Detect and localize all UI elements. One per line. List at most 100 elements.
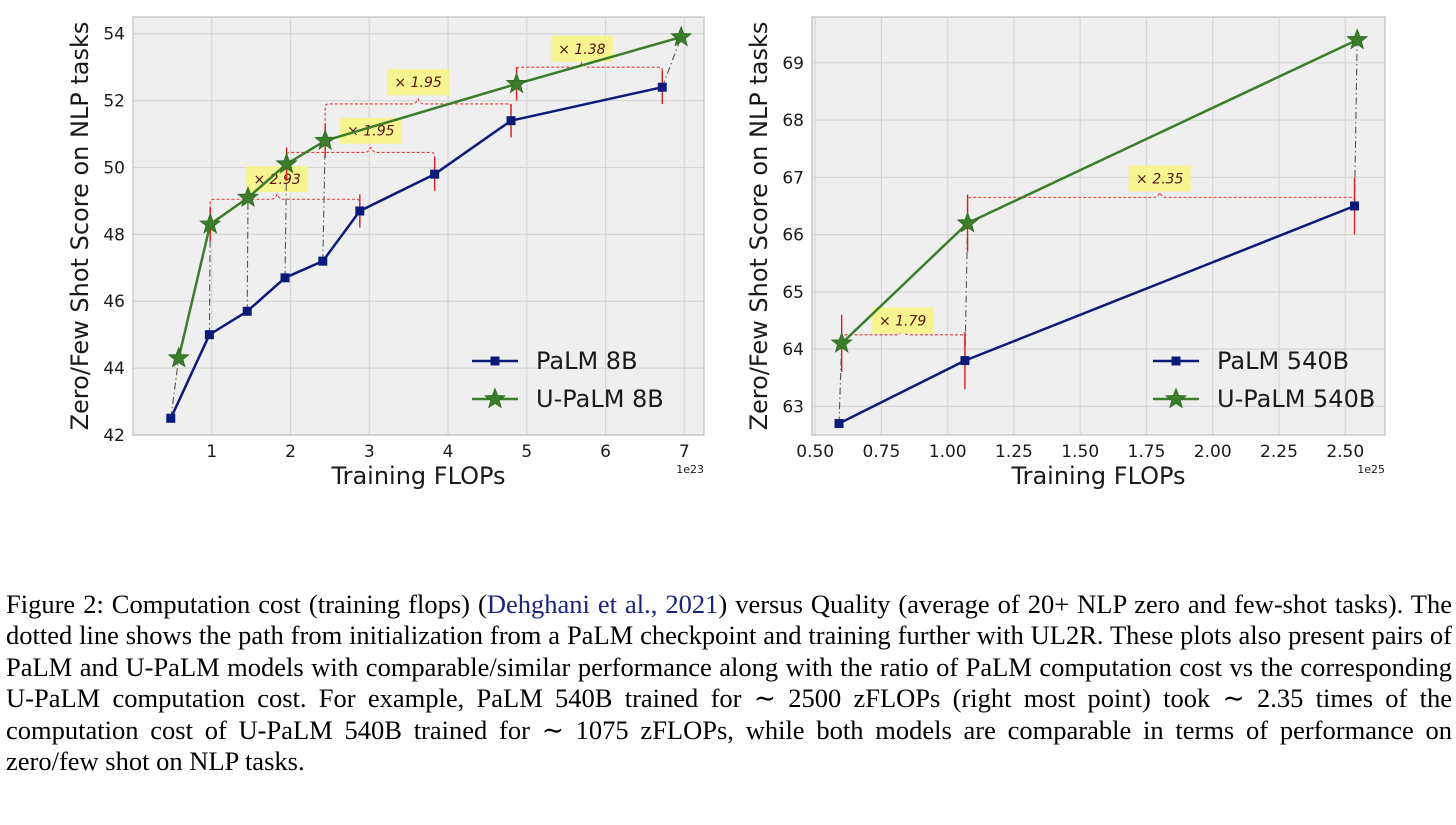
chart-1-init-path-line <box>322 140 326 262</box>
chart-2-ratio-bracket-path <box>967 190 1356 224</box>
chart-2-x-tick-label: 2.50 <box>1326 442 1364 462</box>
chart-2-x-tick-label: 2.00 <box>1194 442 1232 462</box>
caption-body: ) versus Quality (average of 20+ NLP zer… <box>6 588 1453 777</box>
chart-1-y-tick-label: 50 <box>103 158 125 178</box>
chart-1-y-tick-label: 48 <box>103 225 125 245</box>
chart-1-series-palm-8b <box>166 70 667 423</box>
chart-1-series-u-palm-8b <box>167 25 693 368</box>
chart-2-series-palm-540b-point <box>834 419 844 429</box>
chart-1-legend-label: PaLM 8B <box>536 347 638 375</box>
chart-1-x-exponent-label: 1e23 <box>676 463 704 476</box>
figure: 1 2 3 4 5 6 7 42 44 46 48 50 52 54 Training FLOPs Zero/… <box>66 16 1386 490</box>
chart-1-x-tick-label: 5 <box>521 442 532 462</box>
chart-1-x-tick-label: 7 <box>679 442 690 462</box>
chart-2-y-tick-label: 66 <box>782 226 804 246</box>
chart-1-y-tick-label: 42 <box>103 426 125 446</box>
chart-1-legend-label: U-PaLM 8B <box>536 385 664 413</box>
chart-1-init-path-line <box>208 224 211 335</box>
chart-1-series-palm-8b-point <box>430 169 440 179</box>
chart-1-x-tick-label: 1 <box>206 442 217 462</box>
chart-2-ratio-label: × 2.35 <box>1136 171 1183 187</box>
chart-2-ratio-box <box>1128 165 1191 192</box>
chart-1-init-path-line <box>284 164 288 278</box>
chart-1-series-palm-8b-point <box>657 82 667 92</box>
chart-1-series-palm-8b-point <box>318 256 328 266</box>
chart-1-series-u-palm-8b-point <box>199 212 222 234</box>
chart-1-ratio-box <box>387 69 450 96</box>
chart-1-series-u-palm-8b-point <box>505 72 528 94</box>
chart-1-series-u-palm-8b-point <box>670 25 693 47</box>
chart-2-y-tick-label: 68 <box>782 111 804 131</box>
chart-1-x-tick-label: 4 <box>443 442 454 462</box>
chart-1-plot-frame <box>132 16 705 436</box>
chart-1-ratio-bracket-path <box>286 145 436 175</box>
chart-2-x-tick-label: 0.75 <box>863 442 901 462</box>
chart-2-y-axis-label: Zero/Few Shot Score on NLP tasks <box>745 22 773 431</box>
chart-2-plot-frame <box>811 16 1386 436</box>
chart-2-series-u-palm-540b <box>830 28 1369 373</box>
citation-separator: , <box>650 588 666 619</box>
figure-caption: Figure 2: Computation cost (training flo… <box>6 589 1452 778</box>
chart-1-ratio-box <box>550 35 613 62</box>
chart-2-ratio-bracket: × 1.79 <box>841 307 966 361</box>
chart-1-series-palm-8b-point <box>280 273 290 283</box>
chart-2-init-path-line <box>964 223 969 361</box>
chart-1-y-tick-label: 46 <box>103 292 125 312</box>
chart-2-ratio-label: × 1.79 <box>879 313 926 329</box>
chart-1-x-axis-label: Training FLOPs <box>330 462 505 490</box>
chart-1-ratio-label: × 1.95 <box>394 75 441 91</box>
chart-2-y-tick-label: 67 <box>782 168 804 188</box>
chart-2-series-palm-540b <box>834 177 1360 429</box>
chart-1-ratio-box <box>246 166 309 193</box>
chart-2-legend: PaLM 540B U-PaLM 540B <box>1153 347 1375 413</box>
chart-2-y-tick-label: 64 <box>782 340 804 360</box>
chart-2-x-tick-label: 1.75 <box>1128 442 1166 462</box>
chart-1-ratio-bracket-path <box>209 192 361 225</box>
chart-2-y-tick-label: 69 <box>782 54 804 74</box>
chart-1-ratio-bracket-path <box>324 97 512 141</box>
chart-2-init-path-line <box>838 343 843 424</box>
chart-2-x-tick-label: 1.00 <box>929 442 967 462</box>
chart-1-y-axis-label: Zero/Few Shot Score on NLP tasks <box>66 22 94 431</box>
chart-2-legend-label: U-PaLM 540B <box>1217 385 1375 413</box>
chart-2-y-tick-label: 63 <box>782 397 804 417</box>
chart-1-legend: PaLM 8B U-PaLM 8B <box>472 347 664 413</box>
chart-2-series-u-palm-540b-point <box>830 331 853 353</box>
chart-1: 1 2 3 4 5 6 7 42 44 46 48 50 52 54 Training FLOPs Zero/… <box>66 16 705 490</box>
chart-2-legend-label: PaLM 540B <box>1217 347 1349 375</box>
chart-1-series-u-palm-8b-point <box>314 129 337 151</box>
chart-1-init-path-line <box>661 36 682 88</box>
chart-1-series-palm-8b-point <box>355 206 365 216</box>
citation-link[interactable]: Dehghani et al., 2021 <box>487 589 719 619</box>
chart-2-x-tick-label: 0.50 <box>796 442 834 462</box>
chart-2-y-tick-label: 65 <box>782 283 804 303</box>
chart-1-y-tick-label: 52 <box>103 92 125 112</box>
chart-2: 0.50 0.75 1.00 1.25 1.50 1.75 2.00 2.25 2.50 63 64… <box>745 16 1386 490</box>
chart-1-y-tick-label: 54 <box>103 25 125 45</box>
chart-1-legend-marker <box>483 387 507 409</box>
chart-1-ratio-bracket-path <box>516 60 663 88</box>
chart-2-x-tick-label: 1.50 <box>1061 442 1099 462</box>
chart-2-init-path-line <box>1353 39 1358 206</box>
chart-2-series-palm-540b-point <box>1350 201 1360 211</box>
chart-2-ratio-bracket: × 2.35 <box>967 165 1356 224</box>
chart-1-series-u-palm-8b-point <box>275 152 298 174</box>
chart-2-plot-area <box>812 17 1385 435</box>
chart-1-series-u-palm-8b-point <box>167 346 190 368</box>
chart-1-ratio-label: × 1.38 <box>558 42 605 58</box>
chart-1-series-palm-8b-point <box>506 116 516 126</box>
chart-2-series-palm-540b-point <box>960 356 970 366</box>
chart-1-x-tick-label: 6 <box>600 442 611 462</box>
chart-1-ratio-bracket: × 1.95 <box>324 69 512 141</box>
chart-1-ratio-label: × 1.95 <box>347 124 394 140</box>
chart-2-series-u-palm-540b-point <box>1346 28 1369 50</box>
chart-1-init-path-line <box>246 197 249 312</box>
chart-2-x-axis-label: Training FLOPs <box>1010 462 1185 490</box>
chart-1-init-path-line <box>170 358 180 419</box>
chart-2-x-exponent-label: 1e25 <box>1357 463 1385 476</box>
chart-2-legend-marker <box>1171 356 1181 366</box>
chart-1-ratio-bracket: × 1.38 <box>516 35 663 88</box>
citation-authors: Dehghani et al. <box>486 588 651 619</box>
chart-1-series-palm-8b-point <box>242 306 252 316</box>
